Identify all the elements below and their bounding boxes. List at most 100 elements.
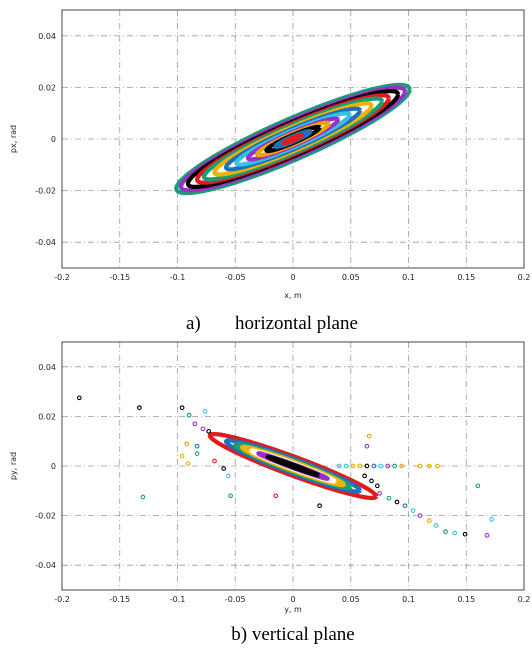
- data-ellipses: [207, 432, 379, 500]
- scatter-point: [374, 483, 380, 489]
- x-tick-labels: -0.2 -0.15 -0.1 -0.05 0 0.05 0.1 0.15 0.2: [54, 273, 530, 282]
- orbit-series: [281, 132, 305, 146]
- scatter-point: [192, 421, 198, 427]
- scatter-point: [426, 463, 432, 469]
- scatter-point: [137, 405, 142, 411]
- scatter-point: [212, 458, 217, 464]
- x-tick-label: -0.1: [170, 273, 186, 282]
- scatter-point: [184, 441, 190, 447]
- scatter-point: [336, 463, 342, 469]
- caption-title: horizontal plane: [235, 313, 358, 334]
- x-tick-label: 0.1: [402, 273, 415, 282]
- scatter-point: [394, 499, 400, 505]
- scatter-point: [194, 451, 200, 456]
- scatter-point: [350, 463, 356, 469]
- x-tick-labels: -0.2 -0.15 -0.1 -0.05 0 0.05 0.1 0.15 0.2: [54, 595, 530, 604]
- orbit-series: [174, 82, 412, 196]
- y-tick-label: -0.04: [35, 238, 56, 247]
- y-tick-label: -0.02: [35, 512, 56, 521]
- y-tick-label: 0.04: [38, 363, 56, 372]
- data-ellipses: [174, 82, 412, 196]
- scatter-point: [221, 466, 227, 471]
- scatter-point: [179, 453, 185, 459]
- scatter-point: [343, 463, 349, 469]
- x-tick-label: -0.15: [109, 273, 130, 282]
- y-tick-labels: -0.04 -0.02 0 0.02 0.04: [35, 32, 56, 247]
- x-axis-label: x, m: [284, 291, 302, 300]
- scatter-point: [371, 463, 377, 469]
- scatter-point: [378, 463, 384, 469]
- y-tick-label: 0: [51, 462, 56, 471]
- scatter-point: [475, 483, 481, 489]
- panel-horizontal-plane: -0.2 -0.15 -0.1 -0.05 0 0.05 0.1 0.15 0.2 -0.04-…: [9, 9, 530, 334]
- scatter-point: [435, 463, 440, 469]
- x-tick-label: 0.2: [518, 595, 531, 604]
- orbit-series: [265, 454, 321, 478]
- y-tick-label: 0.02: [38, 83, 56, 92]
- scatter-point: [366, 433, 372, 439]
- y-tick-label: -0.02: [35, 187, 56, 196]
- x-tick-label: 0.15: [457, 595, 475, 604]
- caption-title: b) vertical plane: [231, 624, 354, 645]
- scatter-point: [200, 426, 206, 432]
- x-tick-label: -0.2: [54, 273, 70, 282]
- x-tick-label: 0.05: [342, 595, 360, 604]
- scatter-point: [76, 395, 82, 401]
- scatter-point: [399, 463, 404, 469]
- scatter-point: [443, 529, 448, 535]
- scatter-point: [140, 494, 146, 500]
- scatter-point: [317, 503, 322, 509]
- scatter-point: [417, 463, 423, 469]
- scatter-point: [369, 478, 374, 484]
- scatter-point: [225, 473, 231, 479]
- x-tick-label: 0: [290, 273, 295, 282]
- x-tick-label: -0.1: [170, 595, 186, 604]
- x-tick-label: 0: [290, 595, 295, 604]
- scatter-point: [273, 493, 279, 499]
- plot-frame: [61, 341, 525, 591]
- scatter-point: [194, 443, 200, 449]
- scatter-point: [385, 463, 391, 469]
- y-axis-label: py, rad: [9, 452, 18, 480]
- scatter-point: [179, 405, 185, 411]
- scatter-point: [364, 463, 370, 469]
- x-tick-label: -0.05: [225, 595, 246, 604]
- y-tick-label: 0.02: [38, 412, 56, 421]
- scatter-point: [426, 518, 432, 523]
- y-tick-labels: -0.04 -0.02 0 0.02 0.04: [35, 363, 56, 570]
- y-tick-label: 0.04: [38, 32, 56, 41]
- x-tick-label: 0.2: [518, 273, 531, 282]
- scatter-point: [410, 508, 416, 513]
- x-tick-label: 0.05: [342, 273, 360, 282]
- scatter-point: [489, 516, 495, 522]
- scatter-point: [417, 513, 423, 518]
- scatter-point: [462, 531, 468, 537]
- scatter-point: [377, 490, 382, 496]
- plot-frame: [61, 9, 525, 269]
- scatter-point: [186, 412, 192, 418]
- scatter-point: [202, 409, 208, 414]
- scatter-point: [228, 493, 233, 499]
- x-axis-label: y, m: [284, 605, 302, 614]
- scatter-point: [452, 530, 458, 536]
- orbit-series: [207, 432, 379, 500]
- x-tick-label: 0.15: [457, 273, 475, 282]
- scatter-point: [392, 463, 397, 469]
- scatter-point: [206, 428, 212, 434]
- y-tick-label: -0.04: [35, 561, 56, 570]
- scatter-point: [433, 523, 439, 528]
- scatter-point: [386, 495, 392, 501]
- x-tick-label: -0.2: [54, 595, 70, 604]
- x-tick-label: -0.05: [225, 273, 246, 282]
- scatter-point: [357, 463, 363, 469]
- scatter-point: [402, 503, 408, 509]
- scatter-point: [364, 443, 370, 449]
- y-tick-label: 0: [51, 135, 56, 144]
- scatter-point: [484, 533, 490, 538]
- x-tick-label: -0.15: [109, 595, 130, 604]
- scatter-point: [185, 461, 191, 466]
- scatter-point: [362, 473, 367, 479]
- scatter-points: [76, 395, 495, 538]
- caption-letter: a): [186, 313, 201, 334]
